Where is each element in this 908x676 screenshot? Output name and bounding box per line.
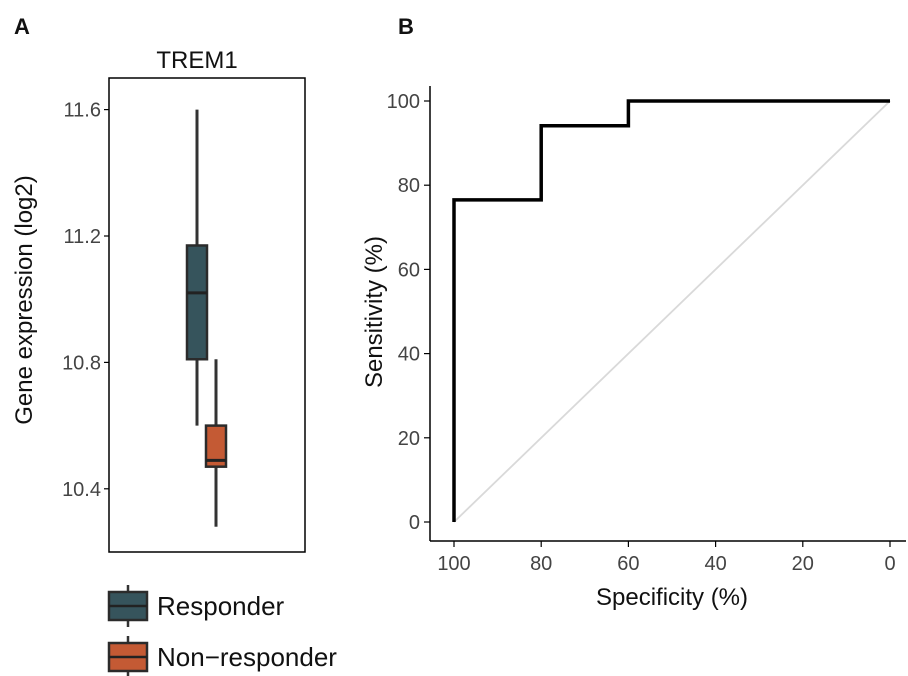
- roc-y-tick-label: 100: [387, 91, 420, 113]
- boxplot-y-tick-label: 11.2: [64, 226, 101, 248]
- legend: Responder Non−responder: [107, 585, 337, 676]
- boxplot-title: TREM1: [156, 47, 237, 74]
- roc-x-tick-label: 40: [704, 553, 726, 575]
- boxplot-y-tick-label: 10.8: [62, 352, 101, 374]
- roc-x-tick-label: 0: [884, 553, 895, 575]
- roc-diagonal-reference: [453, 100, 891, 523]
- roc-curve: [452, 99, 890, 522]
- box-body: [185, 244, 209, 361]
- roc-y-axis-title: Sensitivity (%): [361, 236, 388, 388]
- panel-a-label: A: [14, 14, 30, 39]
- legend-label: Non−responder: [157, 642, 337, 672]
- boxplot-frame: [108, 77, 306, 553]
- roc-x-tick-label: 20: [792, 553, 814, 575]
- legend-label: Responder: [157, 591, 285, 621]
- boxplot-panel: TREM1 10.4 10.8 11.2 11.6 Gene expression (…: [11, 47, 306, 553]
- boxplot-y-tick-label: 11.6: [64, 100, 101, 122]
- boxplot-y-ticks: 10.4 10.8 11.2 11.6: [62, 100, 109, 501]
- roc-panel: 0 20 40 60 80 100 100 80 60 40 20 0 Specificity (%…: [361, 86, 906, 611]
- roc-y-ticks: 0 20 40 60 80 100: [387, 91, 430, 534]
- roc-x-tick-label: 80: [530, 553, 552, 575]
- roc-y-tick-label: 0: [409, 512, 420, 534]
- boxplot-y-tick-label: 10.4: [62, 479, 101, 501]
- roc-y-tick-label: 80: [398, 175, 420, 197]
- boxplot-y-axis-title: Gene expression (log2): [11, 175, 38, 424]
- roc-x-axis-title: Specificity (%): [596, 584, 748, 611]
- roc-y-tick-label: 40: [398, 344, 420, 366]
- roc-x-tick-label: 60: [617, 553, 639, 575]
- roc-y-tick-label: 60: [398, 259, 420, 281]
- roc-x-ticks: 100 80 60 40 20 0: [437, 541, 896, 575]
- boxplot-boxes: [185, 109, 228, 527]
- roc-x-tick-label: 100: [437, 553, 470, 575]
- panel-b-label: B: [398, 14, 414, 39]
- box-body: [204, 424, 228, 468]
- roc-lines: [452, 99, 891, 523]
- roc-y-tick-label: 20: [398, 428, 420, 450]
